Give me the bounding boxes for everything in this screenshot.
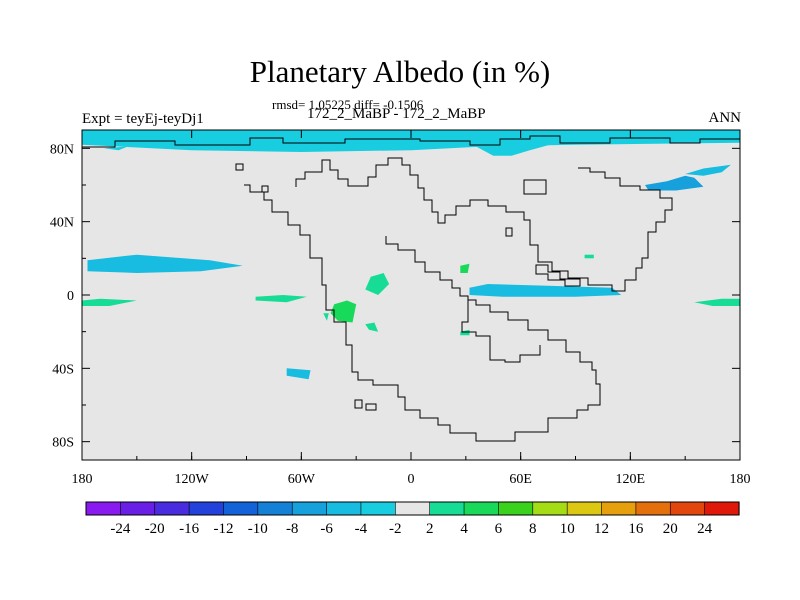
colorbar-swatch (704, 501, 740, 516)
colorbar-label: 6 (495, 521, 503, 537)
anomaly-patch-8 (82, 298, 137, 306)
season-label: ANN (708, 110, 742, 126)
anomaly-patch-17 (286, 368, 311, 380)
colorbar-swatch (223, 501, 259, 516)
experiment-label: Expt = teyEj-teyDj1 (82, 111, 204, 127)
anomaly-patch-7 (469, 284, 622, 297)
coastline-north (82, 135, 740, 148)
colorbar-swatch (635, 501, 671, 516)
map-title: Planetary Albedo (in %) (249, 54, 551, 89)
anomaly-patch-9 (694, 298, 740, 306)
colorbar: -24 -20 -16 -12 -10 -8 -6 -4 -2 2 4 6 8 10 12 16 20 24 (85, 501, 740, 537)
colorbar-label: -16 (179, 521, 199, 537)
x-tick-label: 180 (72, 472, 93, 487)
anomaly-patch-15 (460, 329, 470, 336)
coastline-pangea-west (235, 163, 601, 442)
anomaly-patch-12 (365, 273, 390, 295)
x-tick-label: 120W (175, 472, 210, 487)
anomaly-patch-5 (645, 175, 704, 191)
coastline-island-4 (354, 399, 377, 411)
x-tick-label: 60W (288, 472, 316, 487)
y-tick-label: 40S (52, 362, 74, 377)
x-tick-label: 180 (730, 472, 751, 487)
anomaly-patch-13 (460, 263, 470, 273)
colorbar-label: 4 (460, 521, 468, 537)
colorbar-swatch (120, 501, 156, 516)
colorbar-label: -8 (286, 521, 299, 537)
colorbar-label: 12 (594, 521, 609, 537)
colorbar-label: -2 (389, 521, 402, 537)
colorbar-label: 24 (697, 521, 713, 537)
colorbar-label: -6 (320, 521, 333, 537)
anomaly-patch-16 (323, 313, 329, 321)
subtitle: 172_2_MaBP - 172_2_MaBP (307, 106, 486, 122)
anomaly-layer (82, 130, 740, 380)
colorbar-swatch (257, 501, 293, 516)
coastline-layer (82, 135, 740, 442)
colorbar-swatch (395, 501, 431, 516)
colorbar-swatch (188, 501, 225, 516)
colorbar-swatch (601, 501, 637, 516)
anomaly-patch-2 (103, 146, 128, 151)
x-tick-label: 60E (509, 472, 532, 487)
anomaly-patch-4 (87, 254, 243, 273)
colorbar-swatch (326, 501, 362, 516)
colorbar-label: -24 (110, 521, 130, 537)
colorbar-label: -4 (355, 521, 368, 537)
colorbar-label: 20 (663, 521, 678, 537)
colorbar-label: -20 (145, 521, 165, 537)
coastline-tethys (385, 236, 541, 363)
y-tick-label: 80S (52, 436, 74, 451)
colorbar-swatch (429, 501, 465, 516)
y-axis: 80N 40N 0 40S 80S (50, 142, 740, 451)
anomaly-patch-14 (365, 322, 379, 332)
colorbar-swatch (463, 501, 500, 516)
colorbar-swatch (360, 501, 396, 516)
y-tick-label: 0 (67, 289, 74, 304)
colorbar-label: 10 (560, 521, 575, 537)
x-axis: 180 120W 60W 0 60E 120E 180 (72, 130, 751, 487)
colorbar-label: -12 (214, 521, 234, 537)
anomaly-patch-6 (685, 164, 731, 176)
coastline-inland-sea (535, 264, 581, 287)
colorbar-swatch (498, 501, 534, 516)
colorbar-swatch (291, 501, 328, 516)
colorbar-label: 16 (628, 521, 644, 537)
coastline-pangea-north (295, 157, 673, 292)
anomaly-patch-3 (465, 137, 558, 156)
colorbar-swatch (85, 501, 121, 516)
colorbar-label: 8 (529, 521, 537, 537)
coastline-island-2 (261, 185, 269, 193)
anomaly-patch-18 (584, 254, 594, 259)
colorbar-label: 2 (426, 521, 434, 537)
colorbar-frame (85, 501, 740, 516)
anomaly-patch-11 (330, 300, 357, 323)
x-tick-label: 120E (616, 472, 646, 487)
anomaly-patch-1 (82, 130, 740, 152)
colorbar-label: -10 (248, 521, 268, 537)
stats-text: rmsd= 1.05225 diff= -0.1506 (272, 97, 424, 112)
colorbar-swatch (154, 501, 190, 516)
y-tick-label: 40N (50, 216, 74, 231)
anomaly-patch-10 (255, 295, 307, 303)
colorbar-swatch (532, 501, 568, 516)
colorbar-swatch (669, 501, 706, 516)
coastline-island-1 (523, 179, 547, 195)
map-background (82, 130, 740, 460)
colorbar-swatch (566, 501, 603, 516)
y-tick-label: 80N (50, 142, 74, 157)
x-tick-label: 0 (408, 472, 415, 487)
coastline-island-3 (505, 227, 513, 237)
